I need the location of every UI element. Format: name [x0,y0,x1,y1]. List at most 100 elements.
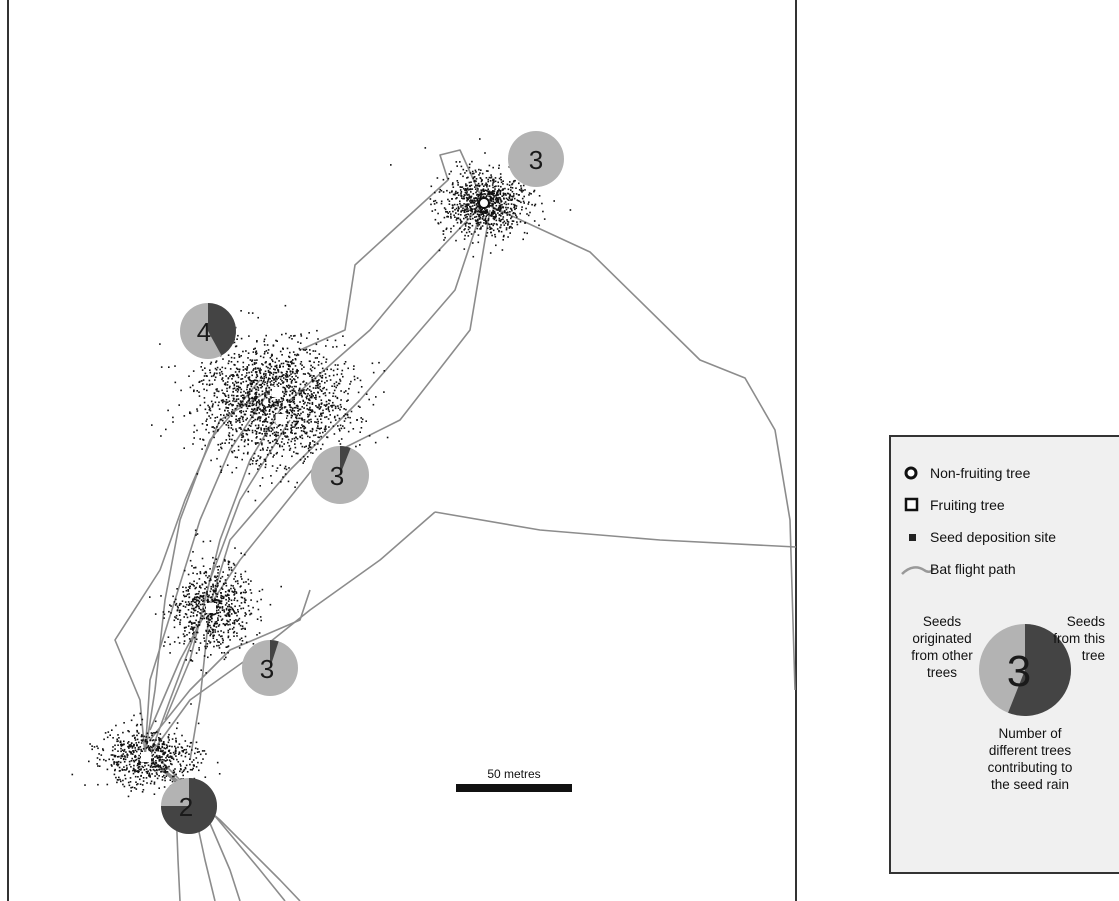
seed-deposition-point [260,429,262,431]
seed-deposition-point [192,626,194,629]
seed-deposition-point [502,194,505,197]
seed-deposition-point [470,213,472,215]
seed-deposition-point [303,431,306,433]
seed-deposition-point [214,379,216,381]
seed-deposition-point [251,410,253,413]
seed-deposition-point [265,390,267,392]
seed-deposition-point [318,405,320,407]
seed-deposition-point [232,585,234,587]
seed-deposition-point [217,404,220,407]
seed-deposition-point [141,735,143,737]
seed-deposition-point [136,731,139,733]
seed-deposition-point [264,370,267,373]
seed-deposition-point [230,427,233,429]
seed-deposition-point [309,385,311,388]
seed-deposition-point [223,596,225,598]
seed-deposition-point [229,385,231,388]
seed-deposition-point [356,377,359,379]
seed-deposition-point [171,780,174,783]
seed-deposition-point [300,361,303,363]
seed-deposition-point [175,737,177,740]
seed-deposition-point [262,447,264,450]
seed-deposition-point [285,424,288,426]
seed-deposition-point [141,734,143,736]
seed-deposition-point [477,205,480,208]
seed-deposition-point [214,599,216,602]
seed-deposition-point [186,616,189,619]
seed-deposition-point [293,451,295,453]
seed-deposition-point [233,623,236,625]
seed-deposition-point [208,630,210,633]
seed-deposition-point [261,363,263,365]
seed-deposition-point [194,641,197,643]
seed-deposition-point [256,436,258,438]
seed-deposition-point [525,207,527,210]
seed-deposition-point [251,421,253,423]
seed-deposition-point [133,787,136,789]
seed-deposition-point [238,355,241,358]
seed-deposition-point [133,769,136,771]
seed-deposition-point [324,426,327,429]
seed-deposition-point [265,334,267,337]
seed-deposition-point [117,763,120,766]
seed-deposition-point [464,223,467,225]
seed-deposition-point [134,771,136,773]
seed-deposition-point [465,196,468,199]
seed-deposition-point [521,206,523,208]
seed-deposition-point [155,755,158,758]
seed-deposition-point [203,604,206,606]
seed-deposition-point [284,473,287,475]
seed-deposition-point [299,383,302,386]
seed-deposition-point [320,403,323,405]
seed-deposition-point [230,599,233,602]
seed-deposition-point [497,207,500,209]
seed-deposition-point [451,183,454,186]
seed-deposition-point [326,368,328,371]
seed-deposition-point [142,766,145,769]
seed-deposition-point [236,395,239,397]
seed-deposition-point [307,447,310,450]
seed-deposition-point [146,732,149,735]
seed-deposition-point [159,748,162,750]
seed-deposition-point [245,380,248,383]
seed-deposition-point [531,203,533,206]
seed-deposition-point [174,365,176,367]
seed-deposition-point [211,598,213,601]
seed-deposition-point [174,749,177,751]
seed-deposition-point [179,770,181,773]
seed-deposition-point [255,376,258,379]
seed-deposition-point [347,430,350,433]
seed-deposition-point [528,194,530,196]
seed-deposition-point [208,409,211,411]
seed-deposition-point [208,406,211,408]
seed-deposition-point [275,339,277,342]
seed-deposition-point [504,192,507,195]
seed-deposition-point [197,593,200,595]
seed-deposition-point [221,389,223,392]
seed-deposition-point [460,165,463,168]
seed-deposition-point [242,416,244,418]
seed-deposition-point [282,365,284,368]
seed-deposition-point [233,635,235,637]
seed-deposition-point [272,383,275,386]
seed-deposition-point [138,741,140,744]
seed-deposition-point [171,755,173,758]
seed-deposition-point [205,571,208,574]
seed-deposition-point [250,599,252,601]
seed-deposition-point [183,769,186,771]
seed-deposition-point [495,201,498,203]
seed-deposition-point [336,373,338,376]
seed-deposition-point [191,623,193,625]
seed-deposition-point [501,195,503,197]
seed-deposition-point [182,751,184,753]
seed-deposition-point [286,415,289,417]
seed-deposition-point [476,213,479,215]
seed-deposition-point [164,752,166,754]
seed-deposition-point [120,757,122,759]
seed-deposition-point [133,760,136,763]
seed-deposition-point [183,749,186,751]
seed-deposition-point [132,769,134,772]
seed-deposition-point [478,194,480,197]
seed-deposition-point [91,745,93,747]
seed-deposition-point [248,335,250,337]
